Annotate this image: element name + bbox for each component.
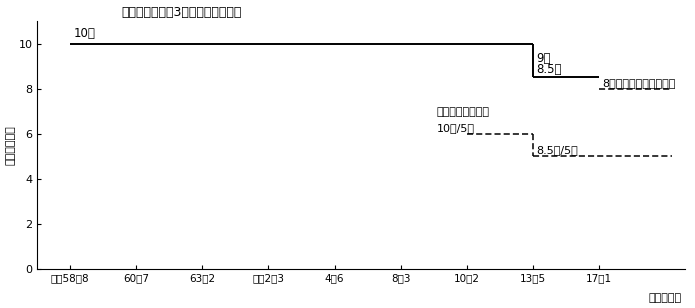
Y-axis label: （料金：円）: （料金：円）: [6, 125, 15, 165]
Text: 8.5円/5分: 8.5円/5分: [536, 145, 578, 155]
Text: 10円/5分: 10円/5分: [437, 123, 475, 132]
Text: 市内通話　昼間3分当たりの通話料: 市内通話 昼間3分当たりの通話料: [122, 6, 242, 18]
Text: 9円: 9円: [536, 52, 550, 65]
Text: （年・月）: （年・月）: [648, 294, 682, 303]
Text: 8円（プラチナライン）: 8円（プラチナライン）: [602, 78, 676, 87]
Text: （タイムプラス）: （タイムプラス）: [437, 107, 490, 117]
Text: 8.5円: 8.5円: [536, 63, 562, 76]
Text: 10円: 10円: [74, 27, 95, 40]
